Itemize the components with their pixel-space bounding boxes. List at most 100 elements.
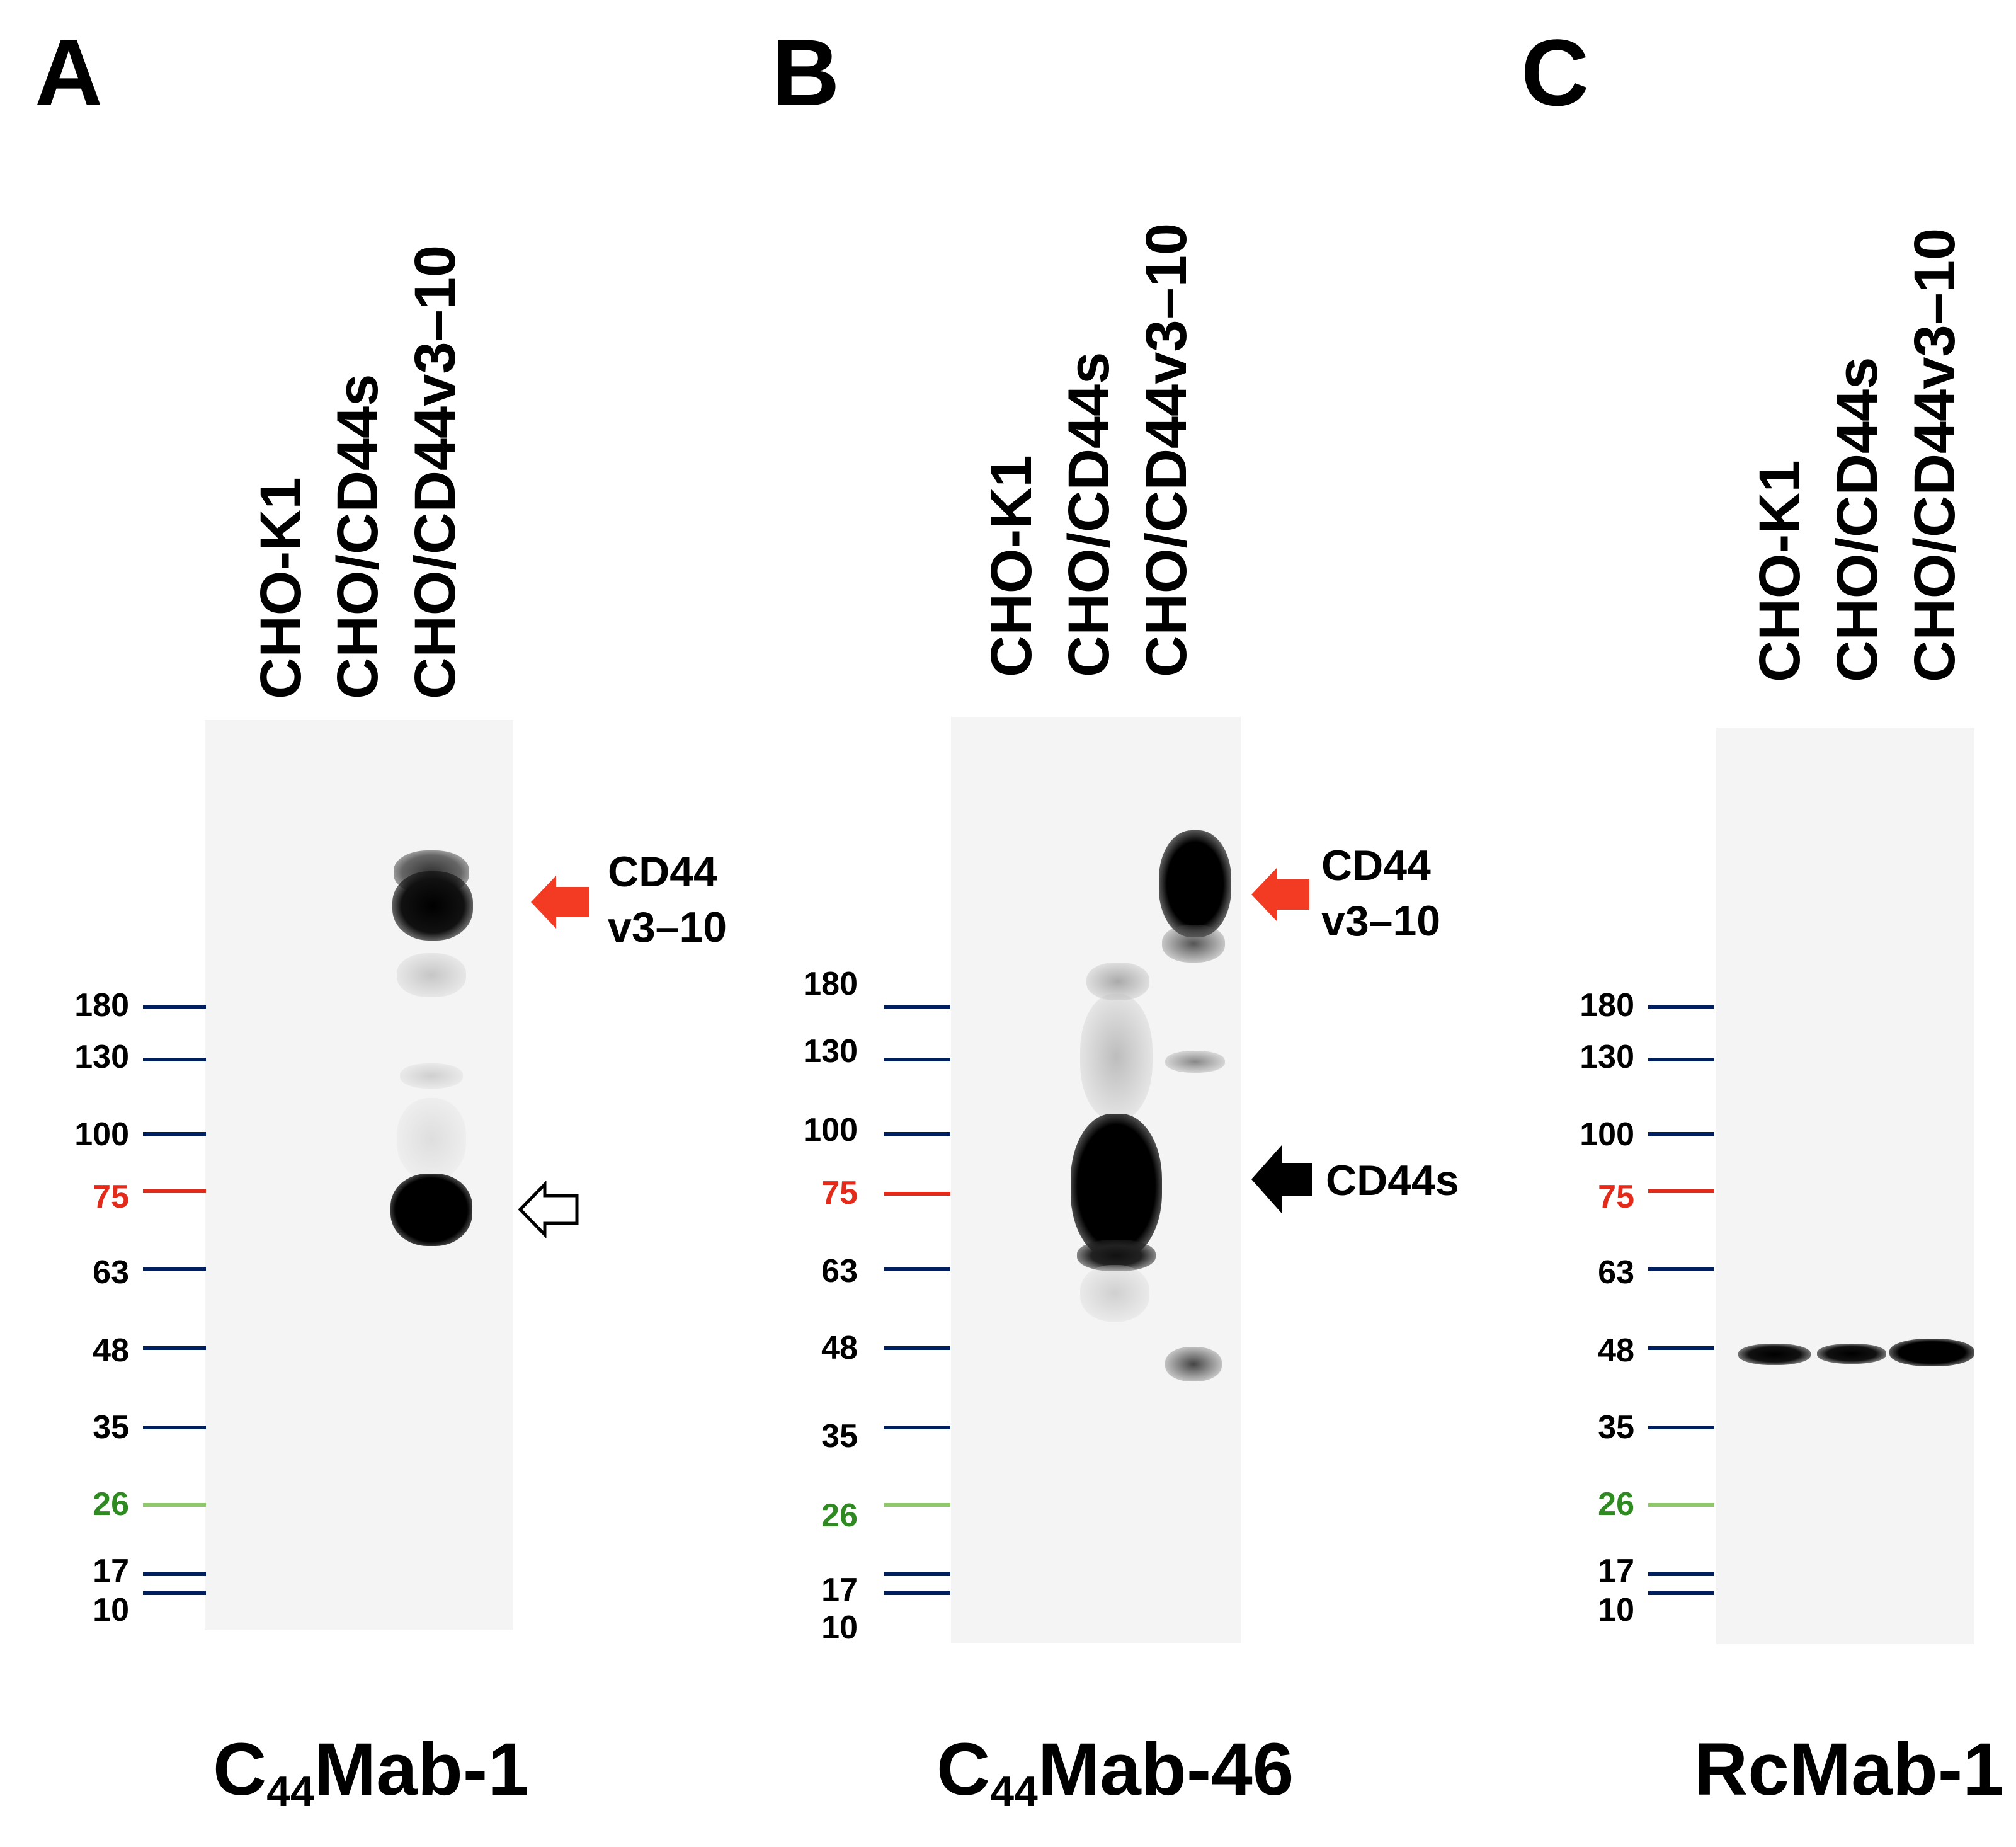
blot-membrane-b — [951, 717, 1241, 1643]
band-c-lane2 — [1817, 1344, 1886, 1364]
lane-label-cho-k1: CHO-K1 — [1748, 460, 1812, 682]
marker-label-130: 130 — [803, 1033, 858, 1070]
lane-label-cho-cd44v3-10: CHO/CD44v3–10 — [1903, 227, 1967, 682]
marker-line-100 — [143, 1132, 206, 1136]
marker-label-48: 48 — [1598, 1332, 1634, 1369]
band-label-b-cd44s: CD44s — [1326, 1157, 1459, 1204]
band-b-s-smear — [1080, 994, 1153, 1120]
panel-letter-a: A — [35, 20, 103, 125]
marker-label-17: 17 — [1598, 1553, 1634, 1589]
marker-label-17: 17 — [93, 1553, 129, 1589]
marker-line-10 — [143, 1591, 206, 1595]
marker-label-75: 75 — [93, 1179, 129, 1215]
band-b-s-faint — [1080, 1265, 1149, 1322]
lane-label-cho-cd44v3-10: CHO/CD44v3–10 — [1134, 222, 1199, 677]
band-a-faint-1 — [397, 953, 466, 997]
band-c-lane1 — [1738, 1344, 1811, 1365]
marker-label-26: 26 — [821, 1497, 858, 1534]
marker-label-180: 180 — [803, 966, 858, 1002]
marker-line-26 — [884, 1503, 950, 1507]
band-a-75kda — [390, 1174, 472, 1246]
band-label-line1: CD44 — [1321, 842, 1431, 889]
marker-label-75: 75 — [1598, 1179, 1634, 1215]
lane-label-cho-cd44v3-10: CHO/CD44v3–10 — [403, 244, 467, 699]
lane-label-cho-k1: CHO-K1 — [249, 477, 313, 699]
marker-line-130 — [143, 1058, 206, 1061]
marker-line-10 — [884, 1591, 950, 1595]
marker-line-35 — [1648, 1426, 1714, 1429]
marker-label-26: 26 — [1598, 1486, 1634, 1523]
band-b-v-130 — [1165, 1051, 1225, 1073]
marker-line-180 — [143, 1005, 206, 1009]
marker-line-26 — [143, 1503, 206, 1507]
marker-label-17: 17 — [821, 1572, 858, 1608]
arrow-red-icon — [531, 876, 589, 929]
marker-line-100 — [1648, 1132, 1714, 1136]
antibody-suffix: Mab-1 — [314, 1728, 529, 1811]
marker-label-63: 63 — [93, 1254, 129, 1291]
marker-line-63 — [1648, 1267, 1714, 1271]
band-label-b-cd44v3-10: CD44 v3–10 — [1321, 838, 1440, 949]
marker-label-130: 130 — [1580, 1039, 1634, 1075]
band-label-line2: v3–10 — [1321, 897, 1441, 946]
band-a-cd44v3-10 — [392, 871, 473, 941]
marker-label-63: 63 — [821, 1253, 858, 1289]
marker-label-35: 35 — [1598, 1409, 1634, 1446]
antibody-subscript: 44 — [990, 1768, 1038, 1816]
band-c-lane3 — [1889, 1339, 1974, 1366]
marker-line-130 — [1648, 1058, 1714, 1061]
marker-line-26 — [1648, 1503, 1714, 1507]
marker-label-35: 35 — [821, 1418, 858, 1455]
marker-line-48 — [884, 1346, 950, 1350]
band-b-v-lower — [1162, 925, 1225, 963]
band-b-cd44v3-10 — [1159, 830, 1231, 937]
marker-label-100: 100 — [1580, 1116, 1634, 1153]
lane-label-cho-k1: CHO-K1 — [979, 455, 1044, 677]
band-a-faint-3 — [397, 1098, 466, 1180]
marker-label-180: 180 — [74, 987, 129, 1024]
marker-line-75 — [884, 1192, 950, 1196]
panel-letter-c: C — [1521, 20, 1590, 125]
lane-label-cho-cd44s: CHO/CD44s — [1825, 357, 1889, 682]
antibody-prefix: C — [213, 1728, 267, 1811]
marker-line-35 — [884, 1426, 950, 1429]
marker-line-130 — [884, 1058, 950, 1061]
antibody-subscript: 44 — [266, 1768, 314, 1816]
marker-label-100: 100 — [74, 1116, 129, 1153]
antibody-label-a: C44Mab-1 — [213, 1732, 529, 1813]
marker-line-48 — [143, 1346, 206, 1350]
lane-label-cho-cd44s: CHO/CD44s — [1057, 352, 1121, 677]
marker-line-17 — [143, 1572, 206, 1576]
panel-letter-b: B — [772, 20, 840, 125]
marker-line-17 — [884, 1572, 950, 1576]
marker-label-63: 63 — [1598, 1254, 1634, 1291]
band-b-cd44s — [1071, 1114, 1162, 1259]
antibody-name: RcMab-1 — [1694, 1728, 2004, 1811]
antibody-prefix: C — [937, 1728, 991, 1811]
marker-label-10: 10 — [1598, 1592, 1634, 1628]
marker-line-48 — [1648, 1346, 1714, 1350]
marker-line-75 — [143, 1189, 206, 1193]
marker-label-35: 35 — [93, 1409, 129, 1446]
band-a-faint-2 — [400, 1063, 463, 1089]
arrow-red-icon — [1251, 868, 1309, 921]
arrow-black-icon — [1251, 1145, 1312, 1213]
open-arrow-icon — [518, 1180, 579, 1239]
marker-label-10: 10 — [93, 1592, 129, 1628]
marker-label-180: 180 — [1580, 987, 1634, 1024]
marker-label-75: 75 — [821, 1175, 858, 1211]
antibody-label-b: C44Mab-46 — [937, 1732, 1294, 1813]
marker-line-63 — [884, 1267, 950, 1271]
band-b-v-48 — [1165, 1347, 1222, 1381]
marker-label-10: 10 — [821, 1610, 858, 1646]
marker-label-100: 100 — [803, 1112, 858, 1148]
marker-label-48: 48 — [821, 1330, 858, 1366]
blot-membrane-a — [205, 720, 513, 1630]
marker-line-17 — [1648, 1572, 1714, 1576]
blot-membrane-c — [1716, 728, 1974, 1644]
marker-label-130: 130 — [74, 1039, 129, 1075]
antibody-suffix: Mab-46 — [1037, 1728, 1294, 1811]
band-label-a-cd44v3-10: CD44 v3–10 — [608, 844, 727, 956]
marker-line-35 — [143, 1426, 206, 1429]
marker-line-180 — [884, 1005, 950, 1009]
